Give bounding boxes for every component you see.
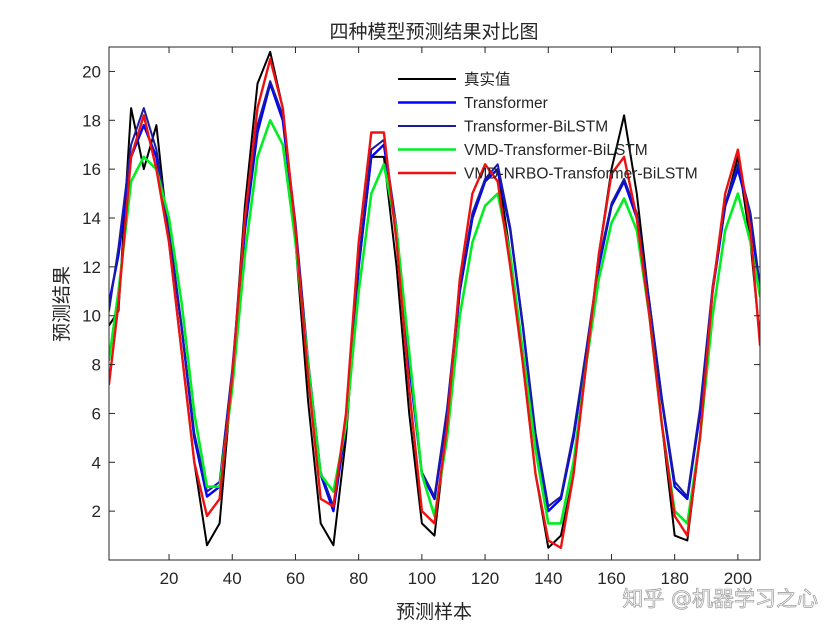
y-tick-label: 8: [92, 356, 101, 375]
plot-area: [109, 47, 760, 560]
x-tick-label: 140: [534, 569, 562, 588]
y-tick-label: 2: [92, 502, 101, 521]
chart-title: 四种模型预测结果对比图: [329, 21, 538, 43]
y-tick-label: 18: [82, 111, 101, 130]
watermark-text: 知乎 @机器学习之心: [622, 587, 818, 611]
x-tick-label: 40: [223, 569, 242, 588]
x-tick-label: 160: [597, 569, 625, 588]
series-line-5: [109, 58, 760, 549]
plot-frame: [108, 46, 761, 561]
legend: 真实值 Transformer Transformer-BiLSTM VMD-Tran…: [398, 71, 698, 183]
y-axis-title: 预测结果: [51, 266, 73, 342]
y-tick-label: 12: [82, 258, 101, 277]
x-tick-label: 200: [724, 569, 752, 588]
legend-label-1: 真实值: [464, 71, 511, 89]
legend-label-3: Transformer-BiLSTM: [464, 119, 608, 136]
ticks-layer: 20 40 60 80 100 120 140 160 180 200 2 4 6 8 10 12 14 16 18…: [82, 47, 760, 588]
series-line-3: [109, 80, 760, 508]
x-tick-label: 180: [660, 569, 688, 588]
plot-background: [109, 47, 760, 560]
x-tick-label: 60: [286, 569, 305, 588]
y-tick-label: 20: [82, 62, 101, 81]
x-tick-label: 100: [408, 569, 436, 588]
y-tick-label: 6: [92, 404, 101, 423]
y-tick-label: 10: [82, 307, 101, 326]
y-tick-label: 14: [82, 209, 101, 228]
y-tick-label: 16: [82, 160, 101, 179]
series-layer: [109, 50, 760, 549]
x-axis-title: 预测样本: [396, 601, 472, 623]
legend-label-2: Transformer: [464, 95, 548, 112]
x-tick-label: 80: [349, 569, 368, 588]
y-tick-label: 4: [92, 453, 101, 472]
legend-label-4: VMD-Transformer-BiLSTM: [464, 142, 648, 159]
x-tick-label: 20: [160, 569, 179, 588]
axes-frame: [108, 46, 761, 561]
legend-label-5: VMD-NRBO-Transformer-BiLSTM: [464, 166, 698, 183]
x-tick-label: 120: [471, 569, 499, 588]
